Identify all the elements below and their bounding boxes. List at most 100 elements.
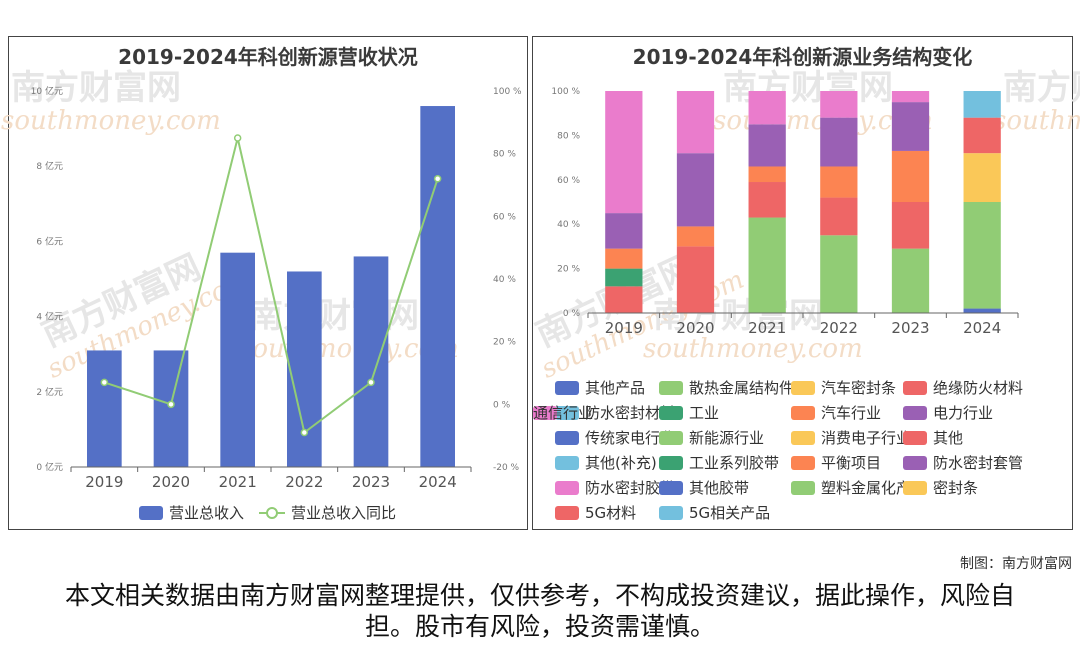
watermark-brand: 南方财富网 — [723, 68, 893, 108]
legend-label: 其他(补充) — [585, 454, 657, 472]
legend-swatch — [903, 456, 927, 470]
stacked-segment — [891, 202, 930, 249]
legend-label-revenue: 营业总收入 — [169, 504, 244, 522]
growth-point — [433, 174, 442, 183]
legend-label: 其他 — [933, 429, 963, 447]
y-axis-tick-label: 8 亿元 — [36, 160, 63, 172]
legend-swatch — [903, 381, 927, 395]
x-axis-tick-label: 2021 — [748, 319, 786, 337]
legend-label: 密封条 — [933, 479, 978, 497]
stacked-segment — [820, 91, 858, 118]
x-axis-tick-label: 2022 — [820, 319, 858, 337]
x-axis-tick-label: 2019 — [85, 473, 123, 491]
legend-label: 散热金属结构件 — [689, 379, 794, 397]
legend-label: 其他胶带 — [689, 479, 749, 497]
legend-swatch — [659, 431, 683, 445]
legend-label: 防水密封胶带 — [585, 479, 675, 497]
legend-swatch — [555, 406, 579, 420]
disclaimer-text: 本文相关数据由南方财富网整理提供，仅供参考，不构成投资建议，据此操作，风险自担。… — [64, 581, 1015, 641]
legend-label: 其他产品 — [585, 379, 645, 397]
revenue-chart-title: 2019-2024年科创新源营收状况 — [118, 45, 418, 69]
stacked-segment — [891, 91, 930, 103]
legend-label: 汽车密封条 — [821, 379, 896, 397]
legend-swatch — [791, 481, 815, 495]
stacked-segment — [963, 202, 1001, 309]
growth-point — [300, 428, 309, 437]
legend-label: 塑料金属化产品 — [821, 479, 926, 497]
legend-swatch — [791, 431, 815, 445]
legend-swatch — [791, 381, 815, 395]
legend-label: 工业系列胶带 — [689, 454, 779, 472]
legend-swatch — [659, 481, 683, 495]
stacked-segment — [676, 246, 715, 313]
watermark-domain: southmoney.com — [1, 106, 221, 136]
y2-axis-tick-label: 100 % — [493, 87, 522, 97]
legend-swatch — [791, 456, 815, 470]
x-axis-tick-label: 2023 — [891, 319, 929, 337]
stacked-segment — [605, 286, 643, 313]
y2-axis-tick-label: 40 % — [493, 275, 516, 285]
legend-label-growth: 营业总收入同比 — [291, 504, 396, 522]
stacked-segment — [963, 117, 1001, 154]
x-axis-tick-label: 2024 — [419, 473, 457, 491]
stacked-segment — [676, 153, 715, 227]
y-axis-tick-label: 60 % — [557, 176, 580, 186]
legend-swatch — [791, 406, 815, 420]
legend-label: 新能源行业 — [689, 429, 764, 447]
y-axis-tick-label: 6 亿元 — [36, 235, 63, 247]
y-axis-tick-label: 80 % — [557, 131, 580, 141]
x-axis-tick-label: 2021 — [219, 473, 257, 491]
legend-swatch — [659, 506, 683, 520]
stacked-segment — [748, 182, 786, 218]
stacked-segment — [820, 197, 858, 236]
chart-credit: 制图：南方财富网 — [960, 556, 1072, 572]
legend-swatch-growth-point — [266, 507, 278, 519]
watermark-brand: 南方财富网 — [11, 68, 181, 108]
legend-swatch — [659, 381, 683, 395]
legend-label: 5G相关产品 — [689, 504, 770, 522]
legend-label: 消费电子行业 — [821, 429, 911, 447]
growth-point — [100, 378, 109, 387]
y2-axis-tick-label: 60 % — [493, 212, 516, 222]
x-axis-tick-label: 2019 — [605, 319, 643, 337]
y-axis-tick-label: 0 % — [563, 309, 581, 319]
stacked-segment — [605, 213, 643, 249]
stacked-segment — [605, 248, 643, 269]
legend-label: 汽车行业 — [821, 404, 881, 422]
stacked-segment — [963, 308, 1001, 313]
growth-point — [167, 400, 175, 409]
y2-axis-tick-label: 80 % — [493, 150, 516, 160]
stacked-segment — [748, 166, 786, 183]
stacked-segment — [963, 153, 1001, 202]
y-axis-tick-label: 0 亿元 — [36, 461, 63, 473]
legend-swatch — [533, 406, 557, 420]
revenue-bar — [87, 350, 122, 467]
legend-label: 平衡项目 — [821, 454, 881, 472]
revenue-bar — [287, 271, 322, 467]
legend-label: 5G材料 — [585, 504, 636, 522]
legend-swatch — [555, 456, 579, 470]
stacked-segment — [820, 117, 858, 167]
y-axis-tick-label: 10 亿元 — [31, 85, 63, 97]
y-axis-tick-label: 20 % — [557, 265, 580, 275]
stacked-segment — [891, 150, 930, 202]
y-axis-tick-label: 100 % — [551, 87, 580, 97]
revenue-chart: 南方财富网southmoney.com南方财富网southmoney.com南方… — [1, 68, 522, 522]
y2-axis-tick-label: 0 % — [493, 400, 511, 410]
legend-swatch — [903, 406, 927, 420]
legend-swatch — [659, 406, 683, 420]
stacked-segment — [748, 217, 786, 313]
stacked-segment — [891, 248, 930, 313]
stacked-segment — [820, 235, 858, 313]
x-axis-tick-label: 2023 — [352, 473, 390, 491]
y2-axis-tick-label: 20 % — [493, 338, 516, 348]
revenue-bar — [420, 106, 455, 467]
stacked-segment — [605, 268, 643, 287]
watermark-brand: 南方财富网 — [1003, 68, 1080, 108]
legend-label: 防水密封套管 — [933, 454, 1023, 472]
x-axis-tick-label: 2024 — [963, 319, 1001, 337]
legend-label: 电力行业 — [933, 404, 993, 422]
growth-line — [104, 137, 439, 435]
growth-point — [367, 378, 375, 387]
structure-chart-title: 2019-2024年科创新源业务结构变化 — [632, 45, 973, 69]
